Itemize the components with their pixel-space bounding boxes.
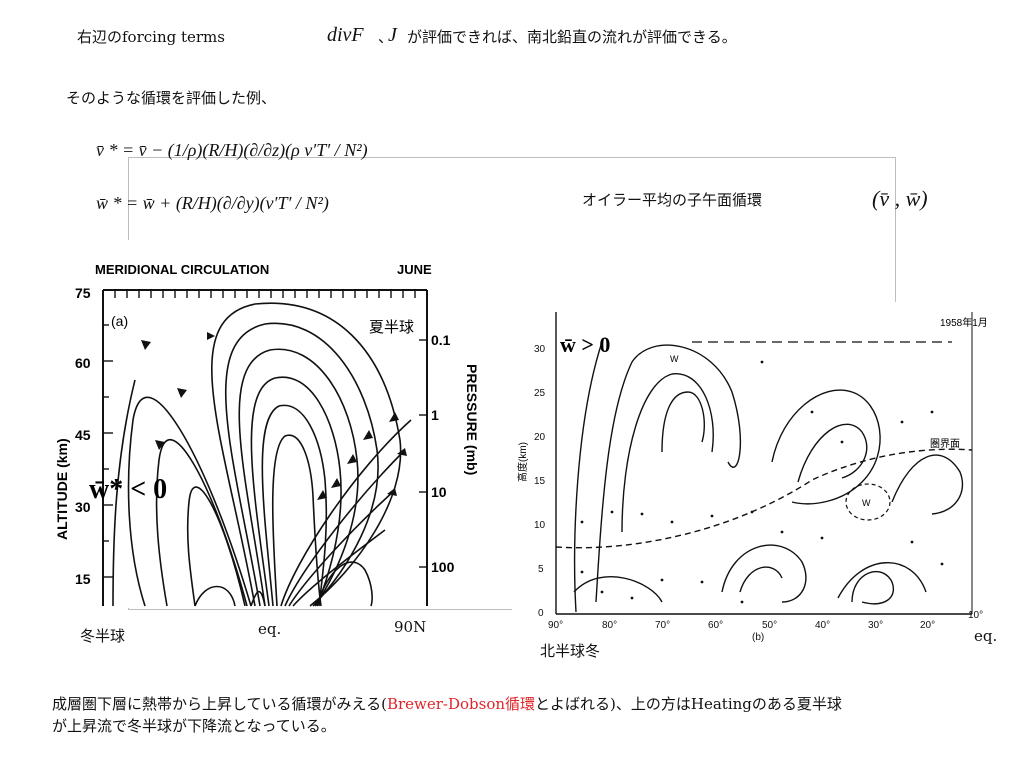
left-ptick-3: 100: [431, 559, 455, 575]
left-ytick-4: 15: [75, 571, 91, 587]
conclusion-line-1: 成層圏下層に熱帯から上昇している循環がみえる(Brewer-Dobson循環とよ…: [52, 693, 842, 714]
right-xtick-1: 80°: [602, 620, 617, 631]
J-text: J: [388, 24, 397, 46]
left-panel-label: (a): [111, 313, 128, 329]
J-vector: J: [388, 22, 397, 47]
equation-v: v̄ * = v̄ − (1/ρ)(R/H)(∂/∂z)(ρ v′T′ / N²…: [96, 140, 368, 161]
right-ytick-0: 30: [534, 344, 546, 355]
right-xtick-7: 20°: [920, 620, 935, 631]
right-ytick-2: 20: [534, 432, 546, 443]
left-ytick-2: 45: [75, 427, 91, 443]
left-month: JUNE: [397, 262, 432, 277]
comma-text: 、: [378, 28, 394, 46]
nh-winter-circulation-plot: 30 25 20 15 10 5 0 90° 80° 70° 60° 50° 4…: [512, 302, 1000, 644]
streamlines: [112, 302, 412, 607]
header-rest-text: 、が評価できれば、南北鉛直の流れが評価できる。: [378, 26, 737, 47]
right-ytick-4: 10: [534, 520, 546, 531]
summer-hemisphere-label: 夏半球: [369, 319, 414, 336]
right-w-label: w̄ > 0: [560, 332, 610, 357]
right-vectors: [580, 360, 944, 604]
conclusion-line-2: が上昇流で冬半球が下降流となっている。: [52, 717, 336, 735]
left-ptick-2: 10: [431, 484, 447, 500]
tropopause-label: 圏界面: [930, 438, 960, 450]
left-w-label: w̄* < 0: [89, 474, 167, 505]
divF-text: divF: [327, 24, 364, 46]
right-panel-label: (b): [752, 632, 764, 643]
left-ytick-3: 30: [75, 499, 91, 515]
right-ytick-5: 5: [538, 564, 544, 575]
right-ytick-6: 0: [538, 608, 544, 619]
conclusion-part-1: 成層圏下層に熱帯から上昇している循環がみえる(: [52, 695, 387, 713]
right-xtick-4: 50°: [762, 620, 777, 631]
subheading: そのような循環を評価した例、: [66, 89, 277, 107]
right-xtick-3: 60°: [708, 620, 723, 631]
left-yaxis-label: ALTITUDE (km): [55, 438, 70, 540]
left-title: MERIDIONAL CIRCULATION: [95, 262, 269, 277]
brewer-dobson-highlight: Brewer-Dobson循環: [386, 695, 536, 713]
right-xtick-0: 90°: [548, 620, 563, 631]
winter-hemisphere-label: 冬半球: [80, 627, 126, 645]
year-label: 1958年1月: [940, 316, 988, 329]
right-yaxis-label: 高度(km): [516, 442, 529, 482]
forcing-terms-label: 右辺のforcing terms: [77, 28, 225, 46]
equation-w-rhs: = w̄ + (R/H)(∂/∂y)(v′T′ / N²): [126, 193, 329, 213]
eq-left-label: eq.: [258, 620, 282, 638]
left-ytick-1: 60: [75, 355, 91, 371]
euler-vars: (v̄ , w̄): [872, 186, 928, 211]
w-mark-1: W: [862, 498, 871, 508]
right-figure: 30 25 20 15 10 5 0 90° 80° 70° 60° 50° 4…: [512, 302, 1000, 644]
meridional-circulation-plot: MERIDIONAL CIRCULATION JUNE 75 60 45 30 …: [54, 240, 487, 608]
w-mark-2: W: [670, 354, 679, 364]
right-xtick-8: 10°: [968, 610, 983, 621]
nh-winter-label: 北半球冬: [540, 642, 601, 660]
right-xtick-5: 40°: [815, 620, 830, 631]
equation-w: w̄ * = w̄ + (R/H)(∂/∂y)(v′T′ / N²): [96, 193, 329, 214]
arrowheads: [141, 332, 407, 500]
conclusion-part-2: とよばれる)、上の方はHeatingのある夏半球: [535, 695, 842, 713]
right-xtick-6: 30°: [868, 620, 883, 631]
left-paxis-label: PRESSURE (mb): [464, 364, 480, 475]
eq-right-label: eq.: [974, 627, 998, 645]
equation-v-lhs: v̄ *: [96, 140, 118, 160]
divF-expression: divF: [327, 22, 364, 47]
right-streamlines: [573, 341, 964, 613]
right-xtick-2: 70°: [655, 620, 670, 631]
equation-v-rhs: = v̄ − (1/ρ)(R/H)(∂/∂z)(ρ v′T′ / N²): [122, 140, 368, 160]
left-ytick-0: 75: [75, 285, 91, 301]
euler-mean-label: オイラー平均の子午面循環: [582, 191, 763, 209]
equation-w-lhs: w̄ *: [96, 193, 122, 213]
left-ptick-0: 0.1: [431, 332, 451, 348]
right-ytick-1: 25: [534, 388, 546, 399]
left-figure: MERIDIONAL CIRCULATION JUNE 75 60 45 30 …: [54, 240, 487, 608]
90n-label: 90N: [394, 618, 427, 636]
left-ptick-1: 1: [431, 407, 439, 423]
right-ytick-3: 15: [534, 476, 546, 487]
rest-text: が評価できれば、南北鉛直の流れが評価できる。: [407, 28, 737, 46]
